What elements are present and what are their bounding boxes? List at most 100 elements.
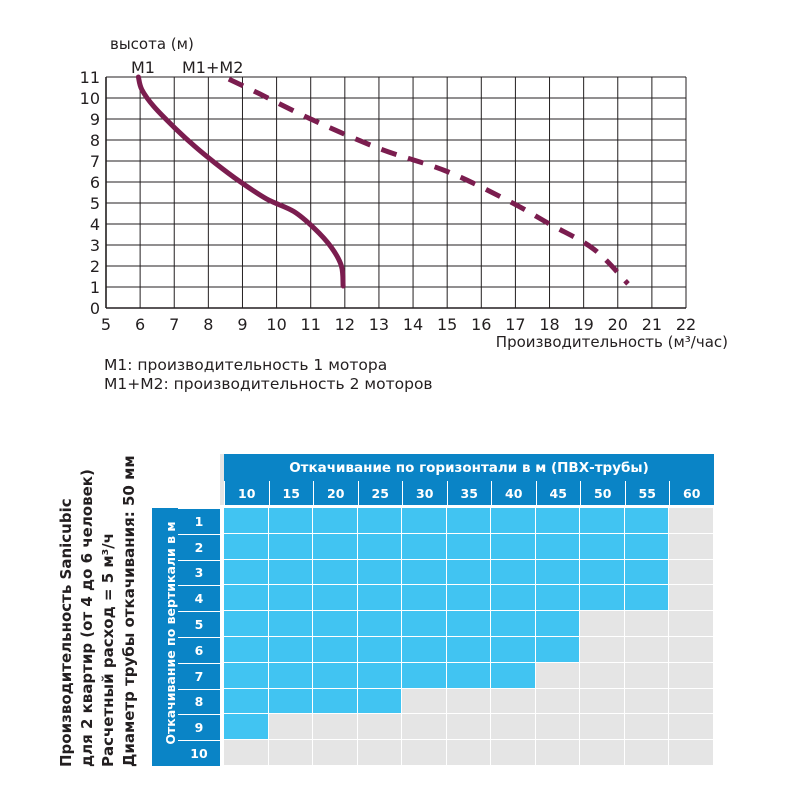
table-cell (624, 533, 669, 560)
table-cell (268, 688, 313, 715)
table-cell (446, 688, 491, 715)
table-cell (357, 533, 402, 560)
table-cell (535, 714, 580, 741)
table-cell (357, 585, 402, 612)
table-cell (224, 508, 269, 534)
x-tick-label: 8 (203, 315, 213, 334)
table-cell (580, 585, 625, 612)
table-side-description: Производительность Sanicubic для 2 кварт… (56, 437, 140, 767)
table-cell (313, 611, 358, 637)
table-cell (580, 508, 625, 534)
table-cell (669, 508, 714, 534)
table-cell (224, 559, 269, 586)
table-cell (268, 740, 313, 766)
x-tick-label: 22 (676, 315, 696, 334)
y-tick-label: 6 (90, 173, 100, 192)
legend-m1-m2: M1+M2: производительность 2 моторов (104, 375, 433, 393)
y-axis-title: высота (м) (110, 35, 194, 53)
table-cell (224, 740, 269, 766)
table-cell (402, 559, 447, 586)
row-header: 8 (178, 688, 220, 715)
table-cell (224, 637, 269, 663)
series-label-m1-m2: M1+M2 (182, 58, 243, 77)
table-cell (491, 714, 536, 741)
table-cell (268, 662, 313, 689)
table-cell (669, 740, 714, 766)
table-cell (491, 508, 536, 534)
table-cell (535, 637, 580, 663)
table-cell (669, 611, 714, 637)
y-tick-label: 2 (90, 257, 100, 276)
column-header: 30 (402, 481, 447, 505)
table-cell (402, 637, 447, 663)
table-cell (491, 533, 536, 560)
table-cell (580, 740, 625, 766)
column-header: 55 (624, 481, 669, 505)
x-tick-label: 7 (169, 315, 179, 334)
table-cell (268, 637, 313, 663)
table-cell (268, 559, 313, 586)
table-cell (357, 714, 402, 741)
table-cell (669, 688, 714, 715)
table-cell (624, 740, 669, 766)
table-cell (669, 714, 714, 741)
column-header: 15 (268, 481, 313, 505)
table-cell (357, 662, 402, 689)
table-cell (402, 533, 447, 560)
table-cell (357, 688, 402, 715)
table-cell (446, 559, 491, 586)
table-cell (224, 714, 269, 741)
table-cell (491, 559, 536, 586)
table-cell (268, 508, 313, 534)
table-cell (313, 533, 358, 560)
table-cell (669, 662, 714, 689)
x-tick-label: 5 (101, 315, 111, 334)
row-header: 10 (178, 740, 220, 766)
y-tick-label: 1 (90, 278, 100, 297)
table-cell (402, 585, 447, 612)
table-cell (224, 688, 269, 715)
table-cell (491, 585, 536, 612)
x-tick-label: 21 (642, 315, 662, 334)
x-tick-label: 10 (266, 315, 286, 334)
header-divider (220, 505, 714, 508)
table-cell (535, 585, 580, 612)
table-cell (669, 559, 714, 586)
table-cell (491, 688, 536, 715)
column-header: 45 (535, 481, 580, 505)
table-cell (268, 533, 313, 560)
table-cell (357, 740, 402, 766)
table-header-gap (220, 454, 224, 505)
table-cell (580, 559, 625, 586)
y-tick-label: 3 (90, 236, 100, 255)
x-tick-label: 12 (335, 315, 355, 334)
table-cell (313, 688, 358, 715)
side-line-4: Диаметр трубы откачивания: 50 мм (120, 455, 138, 767)
table-cell (446, 714, 491, 741)
table-cell (357, 637, 402, 663)
table-cell (446, 508, 491, 534)
table-cell (313, 559, 358, 586)
x-tick-label: 18 (539, 315, 559, 334)
legend-m1: M1: производительность 1 мотора (104, 356, 388, 374)
table-cell (535, 662, 580, 689)
table-cell (624, 688, 669, 715)
table-cell (313, 508, 358, 534)
vertical-title: Откачивание по вертикали в м (163, 521, 178, 745)
table-cell (535, 508, 580, 534)
x-axis-title: Производительность (м³/час) (496, 333, 728, 351)
x-tick-label: 13 (369, 315, 389, 334)
table-cell (669, 585, 714, 612)
table-cell (313, 662, 358, 689)
table-cell (624, 637, 669, 663)
y-tick-label: 9 (90, 110, 100, 129)
table-cell (624, 585, 669, 612)
x-tick-label: 9 (237, 315, 247, 334)
vertical-title-box (152, 508, 178, 766)
table-cell (491, 740, 536, 766)
column-header: 10 (224, 481, 269, 505)
y-tick-label: 5 (90, 194, 100, 213)
table-cell (224, 585, 269, 612)
column-header: 20 (313, 481, 358, 505)
table-cell (224, 611, 269, 637)
